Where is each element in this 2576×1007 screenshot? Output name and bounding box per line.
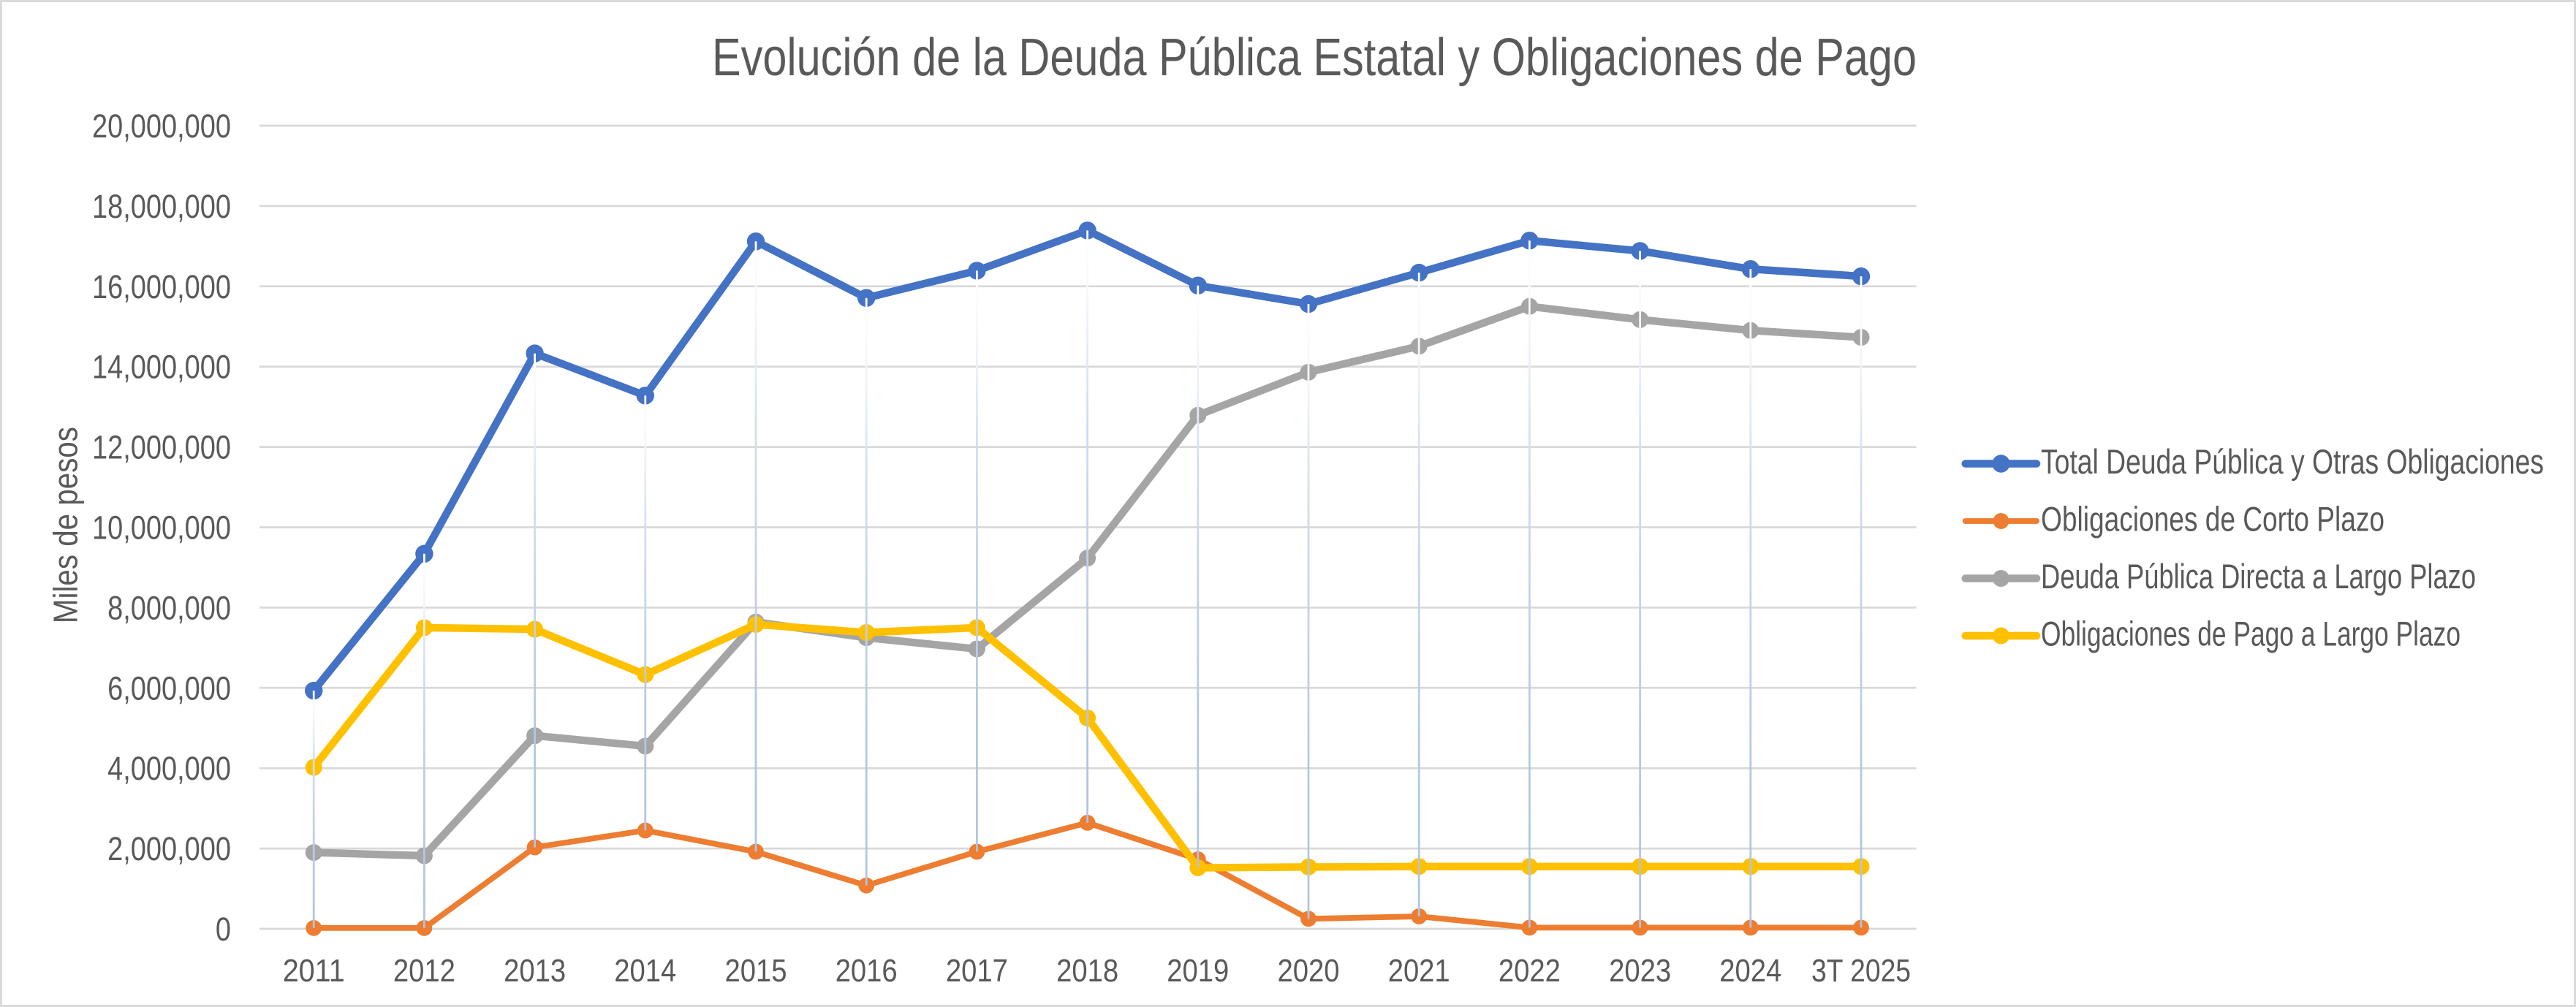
svg-text:16,000,000: 16,000,000 xyxy=(92,268,231,305)
svg-text:Total Deuda Pública y Otras Ob: Total Deuda Pública y Otras Obligaciones xyxy=(2041,442,2544,481)
svg-text:4,000,000: 4,000,000 xyxy=(107,750,231,787)
svg-text:2013: 2013 xyxy=(504,953,566,989)
svg-text:2024: 2024 xyxy=(1719,953,1781,989)
svg-text:18,000,000: 18,000,000 xyxy=(92,188,231,225)
svg-text:2019: 2019 xyxy=(1167,953,1229,989)
svg-text:Evolución de la Deuda Pública: Evolución de la Deuda Pública Estatal y … xyxy=(712,28,1917,87)
svg-text:2015: 2015 xyxy=(725,953,787,989)
svg-text:2022: 2022 xyxy=(1499,953,1561,989)
svg-text:2011: 2011 xyxy=(283,953,345,989)
svg-text:Obligaciones de Pago a Largo P: Obligaciones de Pago a Largo Plazo xyxy=(2041,615,2461,653)
svg-text:14,000,000: 14,000,000 xyxy=(92,349,231,386)
svg-text:2,000,000: 2,000,000 xyxy=(107,830,231,867)
svg-text:10,000,000: 10,000,000 xyxy=(92,509,231,547)
svg-text:12,000,000: 12,000,000 xyxy=(92,429,231,466)
svg-text:2014: 2014 xyxy=(614,953,676,989)
svg-text:2018: 2018 xyxy=(1056,953,1118,989)
svg-text:Deuda Pública Directa a Largo: Deuda Pública Directa a Largo Plazo xyxy=(2041,557,2476,596)
svg-text:2021: 2021 xyxy=(1388,953,1450,989)
svg-text:Miles de pesos: Miles de pesos xyxy=(47,427,85,623)
svg-text:2016: 2016 xyxy=(836,953,898,989)
svg-text:2023: 2023 xyxy=(1609,953,1671,989)
svg-text:2012: 2012 xyxy=(393,953,455,989)
svg-text:6,000,000: 6,000,000 xyxy=(107,669,231,707)
svg-text:0: 0 xyxy=(216,911,231,948)
svg-text:3T 2025: 3T 2025 xyxy=(1811,953,1911,989)
svg-text:20,000,000: 20,000,000 xyxy=(92,107,231,145)
svg-text:8,000,000: 8,000,000 xyxy=(107,589,231,626)
svg-text:Obligaciones de Corto Plazo: Obligaciones de Corto Plazo xyxy=(2041,500,2384,539)
svg-text:2017: 2017 xyxy=(946,953,1008,989)
svg-text:2020: 2020 xyxy=(1278,953,1340,989)
